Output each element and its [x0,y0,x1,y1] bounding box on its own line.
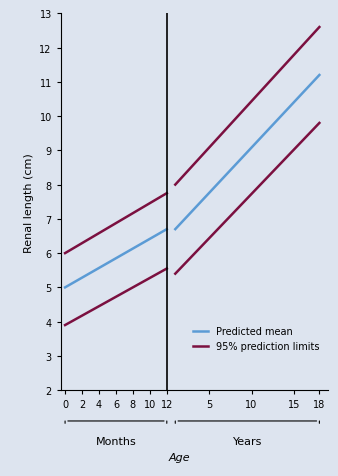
Legend: Predicted mean, 95% prediction limits: Predicted mean, 95% prediction limits [189,323,323,356]
Text: Years: Years [233,436,262,446]
Text: Months: Months [96,436,136,446]
Text: Age: Age [169,452,190,462]
Y-axis label: Renal length (cm): Renal length (cm) [24,152,34,252]
